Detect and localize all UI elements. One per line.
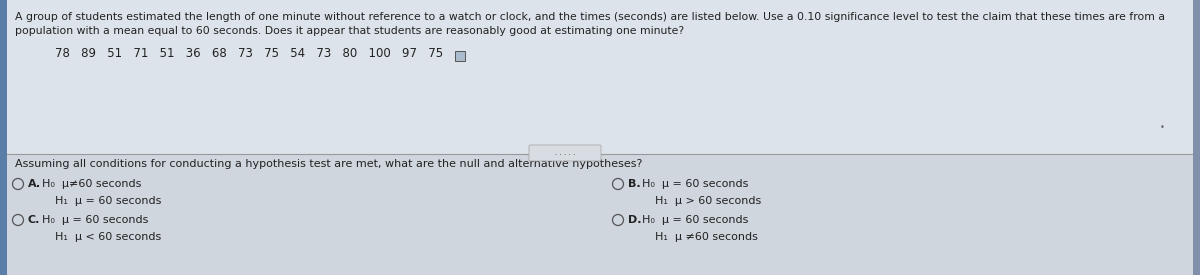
Text: •: • [1159,122,1164,131]
FancyBboxPatch shape [0,155,1200,275]
Text: D.: D. [628,215,642,225]
Text: A.: A. [28,179,41,189]
Text: H₁  μ = 60 seconds: H₁ μ = 60 seconds [55,196,161,206]
FancyBboxPatch shape [0,0,1200,155]
FancyBboxPatch shape [455,51,466,61]
Text: C.: C. [28,215,41,225]
Text: Assuming all conditions for conducting a hypothesis test are met, what are the n: Assuming all conditions for conducting a… [14,159,642,169]
Text: B.: B. [628,179,641,189]
Text: H₁  μ < 60 seconds: H₁ μ < 60 seconds [55,232,161,242]
Text: H₀  μ≠60 seconds: H₀ μ≠60 seconds [42,179,142,189]
Text: H₁  μ ≠60 seconds: H₁ μ ≠60 seconds [655,232,758,242]
Text: population with a mean equal to 60 seconds. Does it appear that students are rea: population with a mean equal to 60 secon… [14,26,684,36]
Text: . . . . .: . . . . . [554,150,575,156]
Text: H₀  μ = 60 seconds: H₀ μ = 60 seconds [42,215,149,225]
FancyBboxPatch shape [0,0,7,275]
Text: H₀  μ = 60 seconds: H₀ μ = 60 seconds [642,179,749,189]
FancyBboxPatch shape [529,145,601,161]
FancyBboxPatch shape [1193,0,1200,275]
Text: 78   89   51   71   51   36   68   73   75   54   73   80   100   97   75: 78 89 51 71 51 36 68 73 75 54 73 80 100 … [55,47,443,60]
Text: A group of students estimated the length of one minute without reference to a wa: A group of students estimated the length… [14,12,1165,22]
Text: H₀  μ = 60 seconds: H₀ μ = 60 seconds [642,215,749,225]
Text: H₁  μ > 60 seconds: H₁ μ > 60 seconds [655,196,761,206]
